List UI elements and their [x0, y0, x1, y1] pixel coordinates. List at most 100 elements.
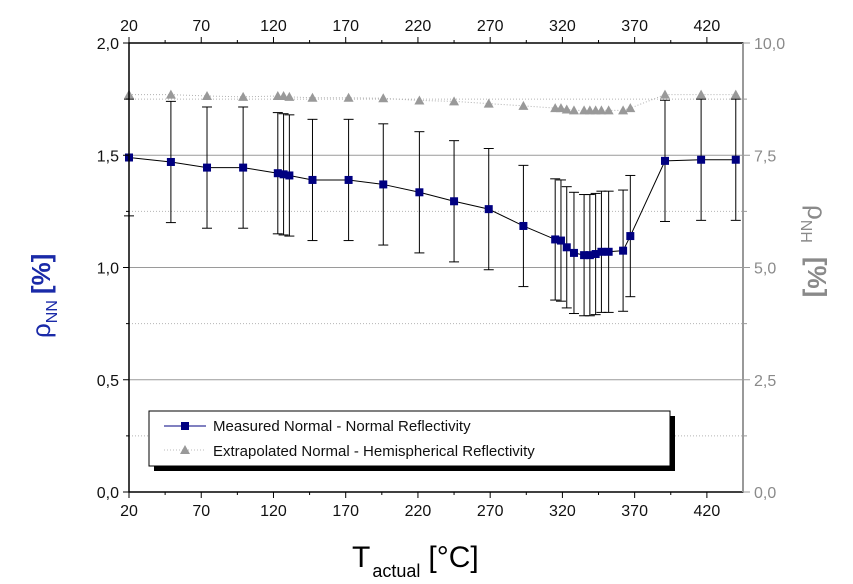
data-point-extrapolated: [449, 96, 460, 106]
data-point-measured: [308, 175, 317, 184]
y-axis-right-label: ρNH [%]: [797, 205, 832, 297]
y-axis-right-sub: NH: [797, 220, 814, 243]
data-point-extrapolated: [378, 93, 389, 103]
series-line-extrapolated: [129, 94, 736, 111]
data-point-extrapolated: [238, 91, 249, 101]
data-point-measured: [166, 157, 175, 166]
data-point-measured: [591, 250, 600, 259]
data-point-extrapolated: [603, 105, 614, 115]
x-tick-label: 70: [192, 503, 210, 520]
data-point-measured: [344, 175, 353, 184]
data-point-measured: [604, 247, 613, 256]
data-point-extrapolated: [343, 92, 354, 102]
series-lines: [128, 94, 736, 256]
data-point-measured: [731, 155, 740, 164]
legend: Measured Normal - Normal Reflectivity Ex…: [148, 410, 675, 471]
data-point-extrapolated: [278, 90, 289, 100]
y-left-tick-label: 1,5: [97, 148, 119, 165]
x-tick-label: 420: [694, 503, 721, 520]
data-point-extrapolated: [518, 100, 529, 110]
data-point-measured: [597, 247, 606, 256]
legend-box: [148, 410, 671, 467]
data-point-measured: [203, 163, 212, 172]
y-axis-left-label: ρNN [%]: [26, 254, 61, 338]
data-point-measured: [660, 156, 669, 165]
y-right-tick-label: 7,5: [754, 148, 776, 165]
y-right-tick-label: 5,0: [754, 261, 776, 278]
x-top-tick-label: 320: [549, 18, 576, 35]
x-tick-label: 320: [549, 503, 576, 520]
data-point-extrapolated: [555, 103, 566, 113]
x-top-tick-label: 370: [621, 18, 648, 35]
data-point-measured: [415, 188, 424, 197]
data-point-measured: [626, 232, 635, 241]
error-bars: [124, 98, 741, 317]
x-top-tick-label: 420: [694, 18, 721, 35]
data-point-extrapolated: [414, 95, 425, 105]
y-left-tick-label: 0,5: [97, 373, 119, 390]
data-point-extrapolated: [730, 89, 741, 99]
y-left-tick-label: 2,0: [97, 36, 119, 53]
x-top-tick-label: 20: [120, 18, 138, 35]
y-axis-left-sub: NN: [44, 300, 61, 323]
data-point-extrapolated: [165, 89, 176, 99]
data-point-extrapolated: [696, 89, 707, 99]
data-point-measured: [273, 169, 282, 178]
x-top-tick-label: 70: [192, 18, 210, 35]
x-axis-label-unit: [°C]: [428, 541, 478, 574]
series-line-measured: [128, 156, 736, 256]
data-point-extrapolated: [284, 91, 295, 101]
x-tick-label: 370: [621, 503, 648, 520]
x-tick-label: 170: [332, 503, 359, 520]
x-tick-label: 220: [405, 503, 432, 520]
data-point-extrapolated: [625, 103, 636, 113]
data-point-extrapolated: [659, 89, 670, 99]
data-point-extrapolated: [596, 105, 607, 115]
data-point-measured: [484, 205, 493, 214]
x-tick-label: 20: [120, 503, 138, 520]
y-axis-left-unit: [%]: [26, 254, 56, 294]
x-top-tick-label: 270: [477, 18, 504, 35]
legend-marker-extrapolated: [180, 445, 190, 454]
data-point-measured: [562, 243, 571, 252]
y-right-tick-label: 2,5: [754, 373, 776, 390]
data-point-extrapolated: [307, 92, 318, 102]
data-point-measured: [379, 180, 388, 189]
data-point-measured: [619, 246, 628, 255]
y-axis-right-unit: [%]: [802, 257, 832, 297]
data-point-measured: [569, 248, 578, 257]
data-point-measured: [580, 251, 589, 260]
data-point-extrapolated: [483, 98, 494, 108]
data-point-measured: [585, 251, 594, 260]
x-top-tick-label: 220: [405, 18, 432, 35]
x-tick-label: 120: [260, 503, 287, 520]
data-point-extrapolated: [568, 105, 579, 115]
data-point-measured: [279, 170, 288, 179]
data-point-measured: [285, 171, 294, 180]
x-top-tick-label: 170: [332, 18, 359, 35]
axis-ticks: 20 20 70 70 120 120 170 170 220 220 270 270 320 320 37…: [97, 18, 785, 520]
x-tick-label: 270: [477, 503, 504, 520]
x-axis-label-sub: actual: [372, 561, 420, 581]
legend-label-measured: Measured Normal - Normal Reflectivity: [213, 418, 471, 435]
y-left-tick-label: 1,0: [97, 261, 119, 278]
data-point-measured: [697, 155, 706, 164]
data-point-extrapolated: [202, 90, 213, 100]
x-top-tick-label: 120: [260, 18, 287, 35]
y-axis-right-symbol: ρ: [802, 205, 832, 220]
legend-marker-measured: [181, 422, 189, 430]
data-point-measured: [556, 236, 565, 245]
x-axis-label-main: T: [352, 541, 370, 574]
grid: [129, 98, 743, 437]
y-left-tick-label: 0,0: [97, 485, 119, 502]
y-right-tick-label: 10,0: [754, 36, 785, 53]
data-point-measured: [450, 197, 459, 206]
series-markers: [124, 89, 741, 260]
data-point-measured: [519, 221, 528, 230]
legend-label-extrapolated: Extrapolated Normal - Hemispherical Refl…: [213, 443, 535, 460]
data-point-measured: [551, 235, 560, 244]
data-point-extrapolated: [561, 104, 572, 114]
y-right-tick-label: 0,0: [754, 485, 776, 502]
